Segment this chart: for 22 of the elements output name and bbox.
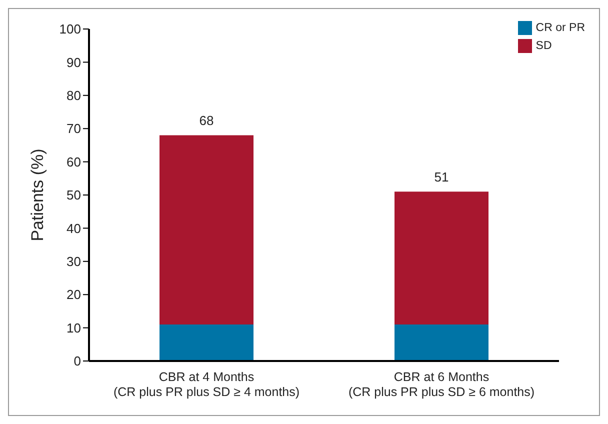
- y-tick-label: 20: [66, 287, 81, 302]
- y-tick-label: 60: [66, 154, 81, 170]
- total-label: 68: [199, 113, 214, 128]
- x-tick-label: CBR at 6 Months (CR plus PR plus SD ≥ 6 months): [348, 370, 535, 399]
- bar: [160, 324, 254, 361]
- total-label: 51: [434, 170, 449, 185]
- legend-label: SD: [536, 40, 552, 52]
- y-tick-label: 80: [66, 88, 81, 104]
- bar: [160, 135, 254, 324]
- legend-label: CR or PR: [536, 22, 585, 34]
- y-tick-label: 10: [66, 320, 81, 336]
- y-tick-label: 90: [66, 54, 81, 70]
- y-tick-label: 30: [66, 254, 81, 270]
- y-tick-label: 70: [66, 121, 81, 136]
- y-tick-label: 0: [74, 354, 81, 369]
- y-axis-title: Patients (%): [28, 148, 48, 242]
- y-tick-label: 50: [66, 188, 81, 203]
- bar: [394, 192, 488, 324]
- y-tick-label: 100: [59, 22, 81, 37]
- y-tick-label: 40: [66, 220, 81, 236]
- bar: [394, 324, 488, 361]
- x-tick-label: CBR at 4 Months (CR plus PR plus SD ≥ 4 months): [113, 370, 300, 399]
